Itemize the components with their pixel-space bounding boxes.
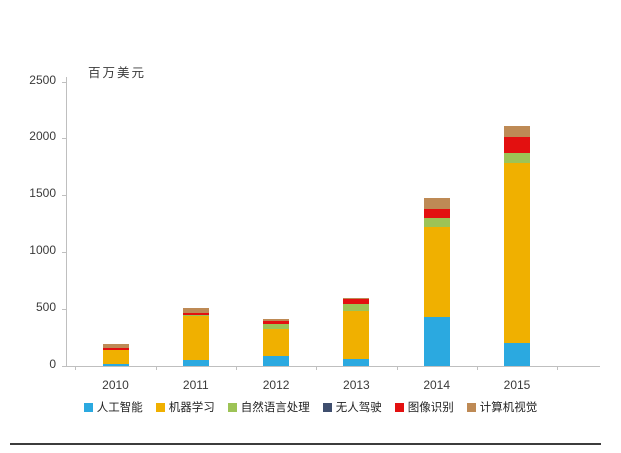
legend-item-自然语言处理: 自然语言处理: [227, 399, 310, 415]
bar-segment-计算机视觉-2012: [263, 319, 290, 321]
x-axis-label-2012: 2012: [262, 378, 290, 392]
bar-segment-计算机视觉-2010: [102, 344, 129, 349]
y-axis-tick-2500: [62, 81, 66, 83]
y-axis-tick-0: [62, 366, 66, 367]
x-axis-label-2013: 2013: [343, 378, 370, 392]
y-axis-label-0: 0: [49, 357, 56, 371]
bar-segment-自然语言处理-2015: [504, 153, 530, 163]
legend-label: 无人驾驶: [335, 402, 382, 414]
stacked-bar-2014: [423, 198, 450, 366]
x-axis-label-2014: 2014: [423, 378, 451, 392]
stacked-bar-2015: [504, 126, 530, 366]
bar-segment-机器学习-2013: [343, 311, 370, 360]
bar-segment-图像识别-2012: [263, 320, 290, 325]
legend-swatch-icon: [466, 402, 476, 412]
stacked-bar-2012: [263, 319, 290, 366]
bar-segment-人工智能-2011: [182, 360, 209, 366]
bar-segment-图像识别-2014: [423, 209, 450, 218]
x-axis-label-2010: 2010: [102, 378, 129, 392]
legend-label: 自然语言处理: [240, 402, 310, 414]
x-axis-tick: [235, 366, 237, 370]
bar-segment-计算机视觉-2011: [182, 307, 209, 313]
x-axis-label-2015: 2015: [503, 378, 531, 392]
y-axis-unit-label: 百万美元: [88, 66, 147, 80]
legend-swatch-icon: [227, 402, 237, 412]
stacked-bar-2011: [182, 307, 209, 366]
bar-segment-计算机视觉-2013: [343, 298, 370, 300]
legend-item-无人驾驶: 无人驾驶: [322, 399, 382, 415]
bar-segment-人工智能-2010: [102, 363, 129, 366]
bar-segment-图像识别-2010: [102, 348, 129, 350]
x-axis-tick: [396, 366, 398, 370]
legend-label: 人工智能: [96, 402, 143, 414]
x-axis-line: [66, 366, 600, 367]
bar-segment-人工智能-2013: [343, 359, 370, 366]
bar-segment-图像识别-2015: [504, 136, 530, 154]
bar-segment-自然语言处理-2013: [343, 304, 370, 312]
x-axis-tick: [155, 366, 157, 370]
legend-item-图像识别: 图像识别: [394, 399, 454, 415]
y-axis-tick-500: [62, 309, 66, 311]
y-axis-tick-2000: [62, 138, 66, 140]
y-axis-tick-1500: [62, 195, 66, 197]
bar-segment-计算机视觉-2014: [423, 198, 450, 210]
x-axis-tick: [75, 366, 77, 370]
x-axis-tick: [316, 366, 318, 370]
legend-item-计算机视觉: 计算机视觉: [466, 399, 538, 415]
y-axis-line: [66, 76, 67, 366]
y-axis-label-1500: 1500: [29, 186, 56, 201]
y-axis-label-1000: 1000: [29, 243, 56, 258]
legend-swatch-icon: [322, 402, 332, 412]
y-axis-label-2500: 2500: [29, 72, 56, 87]
legend-swatch-icon: [83, 402, 93, 412]
bar-segment-机器学习-2015: [504, 162, 530, 344]
legend-label: 计算机视觉: [479, 402, 538, 414]
stacked-bar-2010: [102, 344, 129, 366]
y-axis-tick-1000: [62, 252, 66, 254]
bar-segment-机器学习-2012: [263, 329, 290, 357]
bottom-divider-line: [10, 443, 601, 445]
x-axis-tick: [476, 366, 478, 370]
bar-segment-自然语言处理-2014: [423, 217, 450, 227]
x-axis-tick: [557, 366, 559, 370]
bar-segment-人工智能-2012: [263, 356, 290, 366]
bar-segment-人工智能-2014: [423, 317, 450, 366]
stacked-bar-2013: [343, 298, 370, 366]
bar-segment-自然语言处理-2010: [102, 349, 129, 351]
bar-segment-计算机视觉-2015: [504, 126, 530, 137]
legend-item-机器学习: 机器学习: [155, 399, 215, 415]
bar-segment-人工智能-2015: [504, 343, 530, 366]
bar-segment-自然语言处理-2012: [263, 324, 290, 330]
y-axis-label-500: 500: [35, 300, 56, 315]
bar-segment-机器学习-2010: [102, 350, 129, 364]
y-axis-label-2000: 2000: [29, 129, 56, 144]
bar-segment-图像识别-2011: [182, 312, 209, 316]
legend-label: 图像识别: [407, 402, 454, 414]
bar-segment-机器学习-2014: [423, 226, 450, 318]
legend-item-人工智能: 人工智能: [83, 399, 143, 415]
legend-label: 机器学习: [168, 402, 215, 414]
chart-legend: 人工智能 机器学习 自然语言处理 无人驾驶 图像识别 计算机视觉: [0, 399, 621, 415]
legend-swatch-icon: [394, 402, 404, 412]
bar-segment-自然语言处理-2011: [182, 315, 209, 316]
bar-segment-机器学习-2011: [182, 315, 209, 361]
x-axis-label-2011: 2011: [182, 378, 209, 392]
bar-segment-图像识别-2013: [343, 299, 370, 304]
legend-swatch-icon: [155, 402, 165, 412]
